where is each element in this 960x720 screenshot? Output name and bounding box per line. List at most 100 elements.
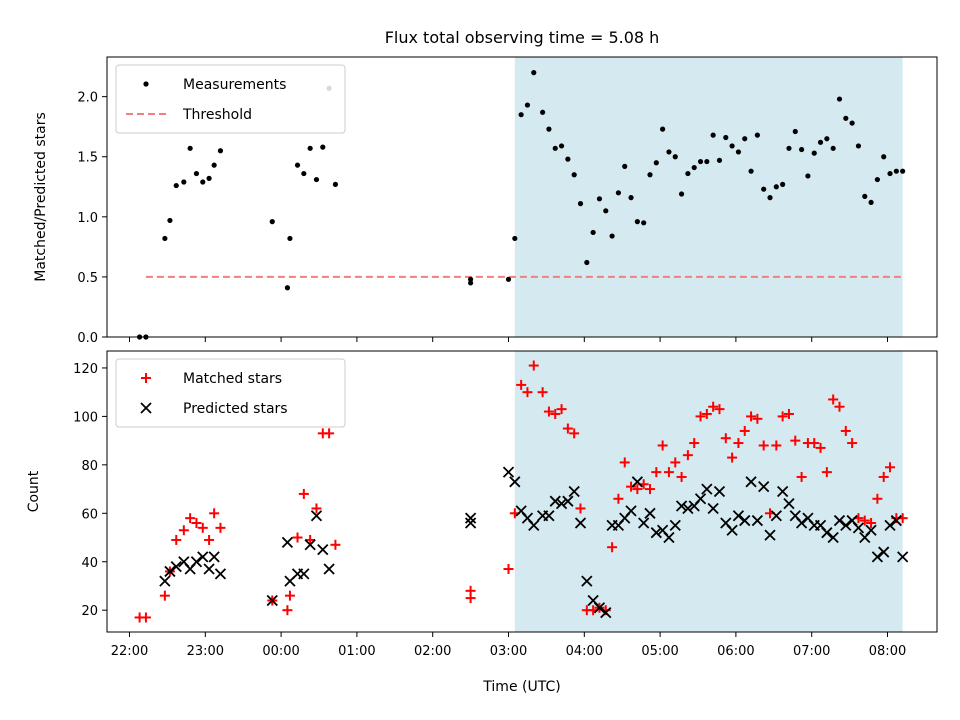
data-point <box>178 525 189 536</box>
data-point <box>847 438 858 449</box>
data-point <box>770 510 782 522</box>
data-point <box>171 534 182 545</box>
data-point <box>159 575 171 587</box>
data-point <box>190 556 203 568</box>
data-point <box>575 503 586 514</box>
data-point <box>552 145 558 151</box>
data-point <box>185 513 196 524</box>
data-point <box>332 181 339 187</box>
data-point <box>468 280 474 286</box>
y-tick-label: 0.5 <box>77 271 98 286</box>
data-point <box>301 170 307 177</box>
data-point <box>609 233 615 239</box>
data-point <box>555 497 568 510</box>
data-point <box>632 484 643 495</box>
data-point <box>796 471 807 482</box>
data-point <box>798 146 805 153</box>
data-point <box>556 404 567 415</box>
legend-box <box>115 358 346 428</box>
data-point <box>181 179 187 185</box>
legend-marker <box>140 402 152 414</box>
data-point <box>828 394 839 405</box>
data-point <box>682 502 694 515</box>
data-point <box>524 102 531 108</box>
data-point <box>626 481 637 492</box>
data-point <box>584 259 590 266</box>
data-point <box>707 502 719 515</box>
data-point <box>704 158 710 165</box>
data-point <box>672 154 678 160</box>
x-tick-label: 00:00 <box>262 644 299 659</box>
data-point <box>746 411 757 422</box>
data-point <box>164 565 176 578</box>
y-tick-label: 60 <box>81 507 98 522</box>
x-tick-label: 08:00 <box>869 644 906 659</box>
data-point <box>714 404 725 415</box>
data-point <box>666 149 672 155</box>
data-point <box>574 517 587 529</box>
data-point <box>761 186 767 192</box>
data-point <box>884 519 896 532</box>
data-point <box>713 485 726 498</box>
legend-label: Matched stars <box>183 371 282 387</box>
x-tick-label: 23:00 <box>187 644 224 659</box>
data-point <box>558 143 565 149</box>
data-point <box>512 235 518 242</box>
data-point <box>613 493 624 504</box>
data-point <box>310 510 323 522</box>
data-point <box>628 195 634 201</box>
data-point <box>716 157 723 163</box>
data-point <box>773 184 779 190</box>
data-point <box>735 149 742 155</box>
data-point <box>651 467 662 478</box>
data-point <box>887 170 893 177</box>
data-point <box>305 534 316 545</box>
data-point <box>811 150 817 156</box>
data-point <box>868 199 874 206</box>
y-tick-label: 2.0 <box>77 91 98 106</box>
data-point <box>537 387 548 398</box>
data-point <box>691 164 697 171</box>
data-point <box>292 532 303 543</box>
data-point <box>638 517 650 529</box>
data-point <box>320 144 326 150</box>
data-point <box>726 524 738 536</box>
data-point <box>723 134 729 141</box>
data-point <box>298 568 310 580</box>
data-point <box>859 515 870 526</box>
data-point <box>571 172 577 178</box>
data-point <box>777 411 788 422</box>
data-point <box>751 514 764 527</box>
data-point <box>615 190 622 196</box>
data-point <box>162 235 168 242</box>
data-point <box>569 428 580 439</box>
data-point <box>590 229 596 236</box>
data-point <box>866 517 877 528</box>
data-point <box>878 546 890 558</box>
y-axis-title: Matched/Predicted stars <box>33 112 49 282</box>
data-point <box>836 96 843 102</box>
data-point <box>140 612 151 623</box>
data-point <box>780 181 786 187</box>
data-point <box>528 360 539 371</box>
y-tick-label: 0.0 <box>77 331 98 346</box>
data-point <box>215 522 226 533</box>
data-point <box>809 438 820 449</box>
data-point <box>827 531 839 544</box>
data-point <box>173 182 179 189</box>
data-point <box>663 467 674 478</box>
data-point <box>670 457 681 468</box>
data-point <box>562 495 574 507</box>
data-point <box>805 173 811 179</box>
data-point <box>729 143 735 149</box>
data-point <box>516 379 527 390</box>
data-point <box>543 406 554 417</box>
data-point <box>840 519 852 532</box>
legend-label: Measurements <box>183 77 286 93</box>
data-point <box>890 514 902 527</box>
data-point <box>821 527 833 539</box>
y-tick-label: 100 <box>73 410 98 425</box>
data-point <box>733 438 744 449</box>
y-tick-label: 80 <box>81 459 98 474</box>
data-point <box>849 120 855 126</box>
